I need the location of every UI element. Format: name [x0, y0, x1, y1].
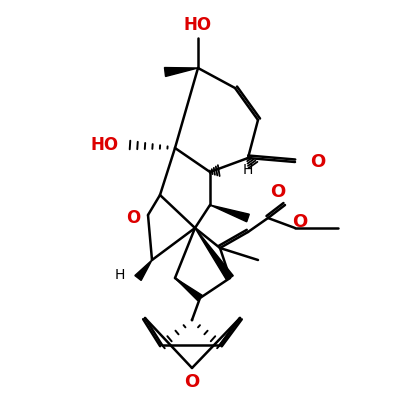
- Text: O: O: [270, 183, 286, 201]
- Polygon shape: [195, 228, 233, 280]
- Polygon shape: [135, 260, 152, 280]
- Text: O: O: [184, 373, 200, 391]
- Polygon shape: [175, 278, 202, 301]
- Text: HO: HO: [91, 136, 119, 154]
- Text: O: O: [310, 153, 326, 171]
- Polygon shape: [164, 68, 198, 76]
- Text: O: O: [292, 213, 308, 231]
- Polygon shape: [210, 205, 249, 222]
- Text: H: H: [115, 268, 125, 282]
- Text: H: H: [243, 163, 253, 177]
- Text: HO: HO: [184, 16, 212, 34]
- Text: O: O: [126, 209, 140, 227]
